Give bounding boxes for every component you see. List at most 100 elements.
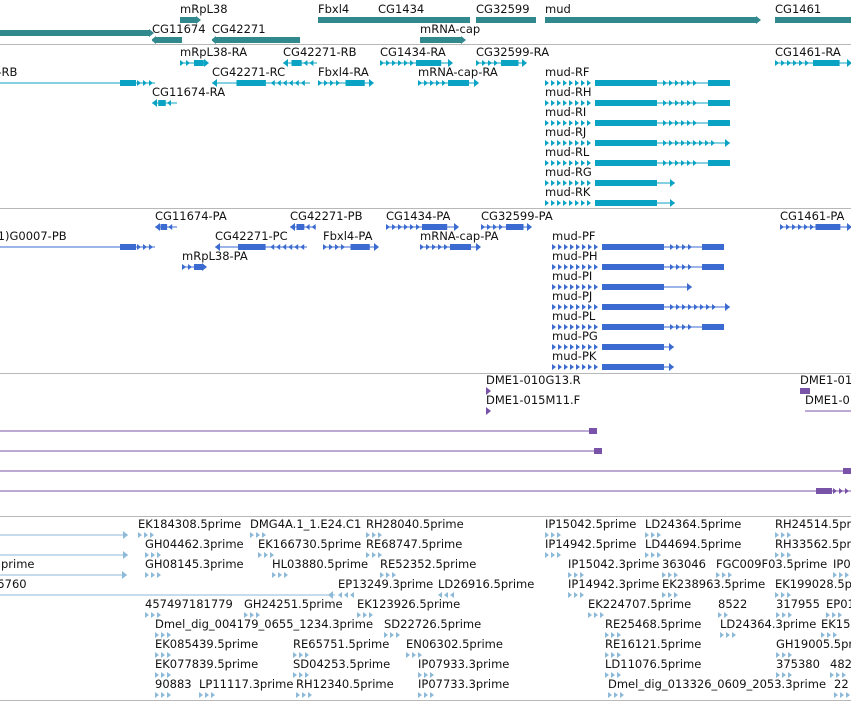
feature-label: CG42271-RB [283,45,357,59]
feature-label: mud-RJ [545,125,587,139]
feature-glyph [552,324,724,330]
feature-label: LD24364.5prime [645,517,742,531]
feature-label: EK199028.5prime [775,577,851,591]
feature-glyph [0,571,127,579]
feature-label: Dmel_dig_013326_0609_2053.3prime [608,677,827,691]
feature-glyph [180,59,209,67]
feature-label: Dmel_dig_004179_0655_1234.3prime [155,617,374,631]
feature-glyph [545,179,675,187]
feature-label: CG1434-RA [380,45,446,59]
feature-label: IP0 [833,557,851,571]
feature-glyph [366,532,382,538]
feature-glyph [476,59,527,67]
feature-glyph [545,532,561,538]
feature-label: GH24251.5prime [244,597,343,611]
feature-glyph [545,80,730,86]
feature-label: EK166730.5prime [258,537,362,551]
feature-label: CG32599-RA [476,45,550,59]
feature-glyph [155,672,171,678]
feature-label: mRpL38-PA [182,249,248,263]
feature-label: SD04253.5prime [293,657,391,671]
feature-glyph [776,652,792,658]
feature-label: 22 [834,677,849,691]
feature-label: mRNA-cap-PA [420,229,499,243]
feature-label: LD26916.5prime [438,577,535,591]
feature-glyph [800,388,810,394]
feature-label: RH33562.5prime [775,537,851,551]
feature-label: DME1-01 [800,373,851,387]
feature-glyph [290,223,316,231]
feature-label: EK184308.5prime [138,517,242,531]
feature-label: IP14942.3prime [568,577,660,591]
feature-label: mud-PH [552,249,598,263]
feature-label: mud-PK [552,349,597,363]
feature-glyph [605,672,621,678]
feature-label: mRNA-cap [420,22,481,36]
feature-glyph [552,303,730,311]
feature-glyph [830,672,846,678]
feature-glyph [0,488,851,494]
feature-label: CG42271-PC [215,229,288,243]
feature-glyph [805,410,851,412]
feature-glyph [775,17,851,23]
feature-glyph [420,243,481,251]
feature-label: CG1434-PA [386,209,451,223]
track-separator [0,208,851,209]
feature-label: 482 [830,657,851,671]
feature-glyph [568,592,584,598]
feature-glyph [215,243,307,251]
feature-glyph [380,59,453,67]
feature-label: CG1461-PA [780,209,845,223]
feature-label: mRNA-cap-RA [418,65,498,79]
feature-label: RE25468.5prime [605,617,702,631]
feature-label: mud-RG [545,165,592,179]
feature-glyph [552,283,692,291]
feature-glyph [552,244,724,250]
feature-glyph [272,572,288,578]
feature-glyph [378,17,470,23]
feature-label: 363046 [662,557,706,571]
feature-label: EK085439.5prime [155,637,259,651]
feature-glyph [438,592,454,598]
feature-glyph [283,59,317,67]
feature-label: Fbxl4 [318,2,350,16]
feature-glyph [776,672,792,678]
feature-label: IP15042.5prime [545,517,637,531]
feature-glyph [552,343,674,351]
feature-glyph [418,692,434,698]
feature-label: 90883 [155,677,192,691]
feature-label: SD22726.5prime [384,617,482,631]
feature-glyph [258,552,274,558]
feature-glyph [776,612,792,618]
feature-label: CG42271-RC [212,65,286,79]
feature-glyph [568,572,584,578]
feature-glyph [318,17,378,23]
feature-glyph [0,531,128,539]
feature-label: Fbxl4-PA [323,229,373,243]
feature-glyph [384,632,400,638]
feature-label: CG32599-PA [481,209,553,223]
feature-label: Fbxl4-RA [318,65,369,79]
feature-glyph [775,552,791,558]
feature-glyph [180,16,201,24]
feature-label: DME1-010G13.R [486,373,581,387]
feature-label: CG1461 [775,2,822,16]
feature-label: mud [545,2,571,16]
feature-label: RH12340.5prime [296,677,394,691]
feature-glyph [138,532,154,538]
feature-glyph [406,652,422,658]
feature-label: l(1)G0007-PB [0,229,67,243]
feature-glyph [0,244,155,250]
feature-label: 7-RB [0,65,18,79]
feature-glyph [545,552,561,558]
feature-label: 317955 [776,597,820,611]
feature-glyph [716,572,732,578]
feature-label: LD11076.5prime [605,657,702,671]
feature-glyph [386,223,459,231]
feature-label: mud-RK [545,185,591,199]
feature-label: RE16121.5prime [605,637,702,651]
feature-label: RE65751.5prime [293,637,390,651]
feature-label: HL03880.5prime [272,557,369,571]
feature-glyph [250,532,266,538]
